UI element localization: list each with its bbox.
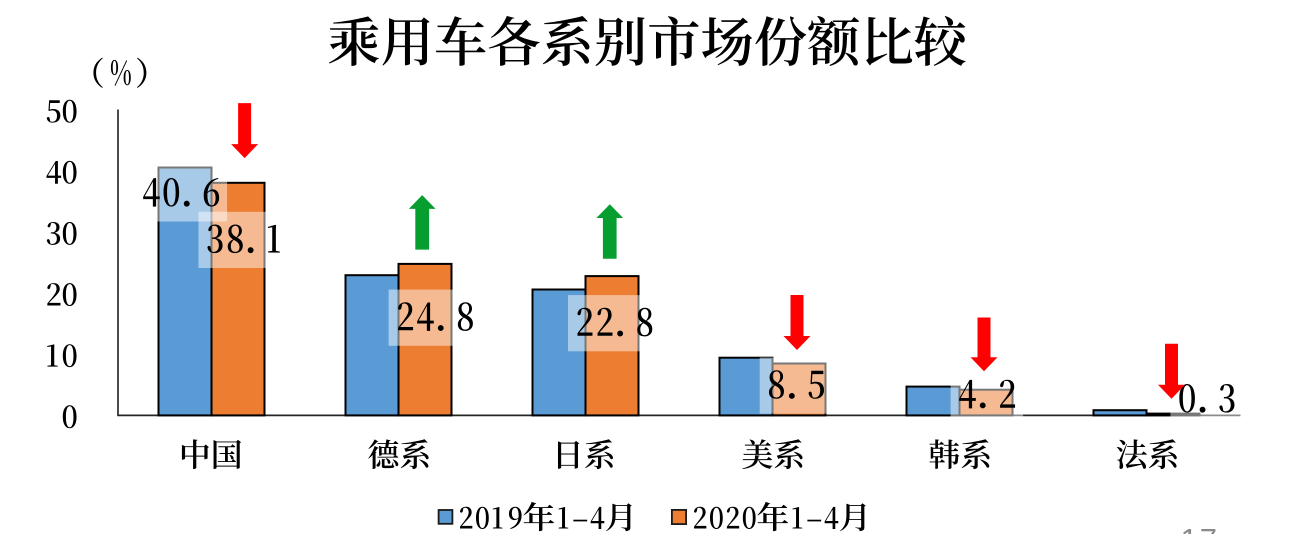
- svg-text:17: 17: [1181, 522, 1219, 534]
